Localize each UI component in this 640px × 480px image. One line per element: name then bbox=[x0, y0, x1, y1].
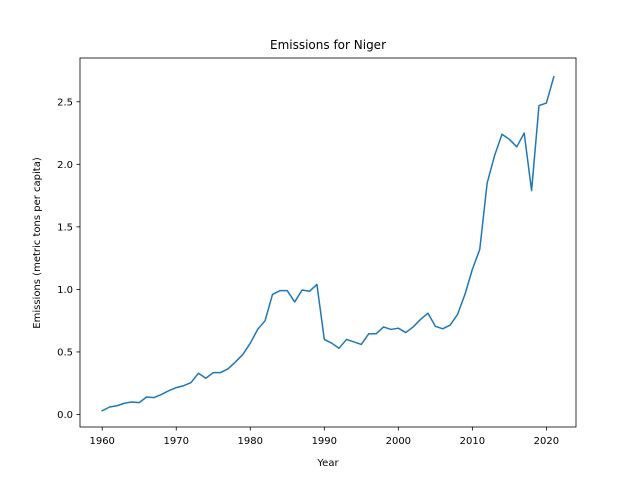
x-axis-label: Year bbox=[316, 458, 339, 469]
y-axis-label: Emissions (metric tons per capita) bbox=[32, 157, 43, 329]
x-tick-label: 1970 bbox=[164, 436, 189, 447]
plot-frame bbox=[79, 57, 577, 428]
y-tick-label: 0.5 bbox=[57, 347, 73, 358]
x-tick-label: 1960 bbox=[89, 436, 114, 447]
y-tick-label: 0.0 bbox=[57, 410, 73, 421]
x-tick-label: 2000 bbox=[386, 436, 411, 447]
y-tick-label: 2.0 bbox=[57, 160, 73, 171]
x-tick-label: 2020 bbox=[534, 436, 559, 447]
x-tick-label: 1980 bbox=[238, 436, 263, 447]
y-tick-label: 1.5 bbox=[57, 222, 73, 233]
x-tick-label: 2010 bbox=[460, 436, 485, 447]
series-line bbox=[101, 75, 555, 412]
chart-title: Emissions for Niger bbox=[270, 38, 386, 52]
x-tick-label: 1990 bbox=[312, 436, 337, 447]
y-tick-label: 1.0 bbox=[57, 285, 73, 296]
y-tick-label: 2.5 bbox=[57, 97, 73, 108]
